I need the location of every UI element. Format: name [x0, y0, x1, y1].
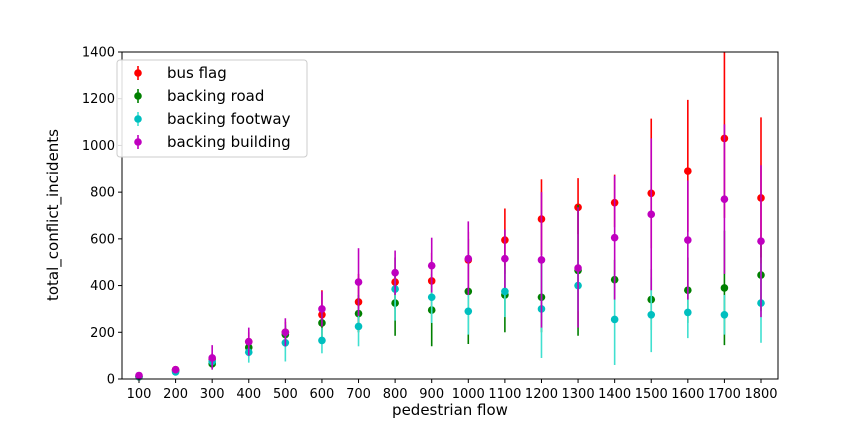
data-point [427, 293, 436, 302]
data-point [537, 256, 546, 264]
legend-label: backing road [167, 87, 264, 105]
plot-frame [121, 51, 779, 380]
x-tick-label: 900 [419, 387, 444, 402]
x-tick-label: 1000 [452, 387, 485, 402]
legend-label: backing footway [167, 110, 291, 128]
legend-item: backing footway [134, 110, 291, 128]
legend-item: backing building [134, 133, 291, 151]
x-axis-label: pedestrian flow [392, 401, 508, 419]
data-point [391, 268, 399, 277]
data-point [610, 315, 619, 324]
x-tick-label: 1100 [488, 387, 521, 402]
data-point [647, 210, 656, 219]
data-point [208, 354, 216, 362]
y-tick-label: 1400 [82, 46, 115, 61]
data-point [427, 261, 436, 270]
x-tick-label: 1200 [525, 387, 558, 402]
x-tick-label: 400 [236, 387, 261, 402]
data-point [501, 254, 509, 263]
data-point [464, 254, 473, 263]
x-tick-label: 1700 [708, 387, 741, 402]
legend-marker-icon [134, 115, 142, 123]
data-point [171, 365, 180, 374]
series-3 [135, 124, 765, 380]
data-point [720, 284, 729, 292]
y-tick-label: 800 [90, 186, 115, 201]
x-tick-label: 700 [346, 387, 371, 402]
legend-box [116, 59, 308, 158]
legend: bus flag backing road backing footway backi… [116, 59, 308, 158]
x-tick-label: 1600 [671, 387, 704, 402]
data-point [318, 305, 326, 313]
y-tick-label: 400 [90, 279, 115, 294]
data-point [720, 310, 729, 319]
data-point [610, 233, 619, 242]
data-point [281, 328, 290, 337]
legend-marker-icon [134, 92, 142, 100]
data-point [684, 236, 692, 244]
x-tick-label: 800 [383, 387, 408, 402]
y-tick-label: 0 [107, 373, 115, 388]
data-point [135, 371, 143, 380]
x-tick-label: 1800 [744, 387, 777, 402]
x-tick-label: 1300 [562, 387, 595, 402]
data-point [318, 336, 326, 345]
legend-marker-icon [134, 69, 142, 77]
data-point [464, 307, 473, 316]
data-point [574, 264, 582, 272]
data-point [354, 322, 363, 331]
y-tick-label: 600 [90, 232, 115, 247]
legend-label: bus flag [167, 64, 227, 82]
x-tick-label: 1500 [635, 387, 668, 402]
data-point [501, 287, 509, 296]
data-point [647, 310, 656, 319]
x-tick-label: 500 [273, 387, 298, 402]
x-tick-label: 100 [127, 387, 152, 402]
legend-item: backing road [134, 87, 264, 105]
x-tick-label: 600 [310, 387, 335, 402]
series-2 [135, 257, 765, 381]
x-tick-label: 300 [200, 387, 225, 402]
x-axis: 100 200 300 400 500 600 700 800 900 1000 1100 1200 1… [127, 379, 778, 402]
plot-area [135, 52, 765, 381]
data-point [684, 308, 692, 317]
data-point [354, 278, 363, 286]
legend-label: backing building [167, 133, 291, 151]
legend-marker-icon [134, 138, 142, 146]
legend-item: bus flag [134, 64, 227, 82]
x-tick-label: 1400 [598, 387, 631, 402]
data-point [244, 337, 253, 346]
series-1 [135, 204, 765, 381]
y-tick-label: 1200 [82, 92, 115, 107]
y-axis-label: total_conflict_incidents [44, 129, 63, 301]
data-point [757, 237, 765, 245]
x-tick-label: 200 [163, 387, 188, 402]
data-point [720, 195, 729, 203]
data-point [684, 167, 692, 175]
y-tick-label: 1000 [82, 139, 115, 154]
y-axis: 0 200 400 600 800 1000 1200 1400 [82, 46, 122, 388]
y-tick-label: 200 [90, 326, 115, 341]
